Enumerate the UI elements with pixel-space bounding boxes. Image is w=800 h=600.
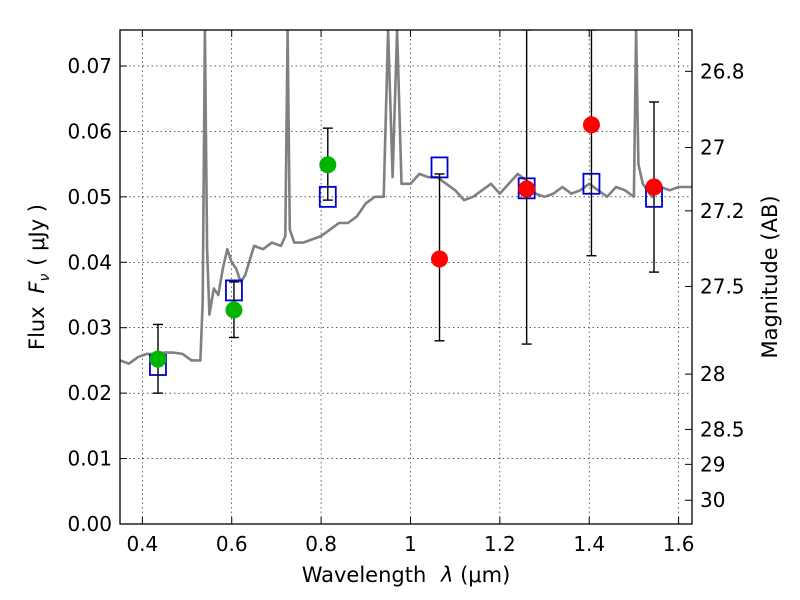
y-tick-label: 0.06 <box>67 119 112 143</box>
x-tick-label: 1.6 <box>663 532 695 556</box>
y2-tick-label: 29 <box>700 452 725 476</box>
y-tick-label: 0.01 <box>67 447 112 471</box>
y-tick-label: 0.05 <box>67 185 112 209</box>
y2-tick-label: 27.2 <box>700 199 745 223</box>
x-axis: 0.4 0.6 0.8 1 1.2 1.4 1.6 <box>126 30 695 556</box>
points-layer <box>149 30 663 394</box>
x-tick-label: 0.4 <box>126 532 158 556</box>
spectrum-layer <box>120 30 692 365</box>
data-point <box>645 178 663 196</box>
data-point <box>225 301 243 319</box>
y2-tick-label: 28.5 <box>700 417 745 441</box>
data-point <box>431 250 449 268</box>
plot-frame <box>119 29 693 525</box>
data-point <box>319 156 337 174</box>
data-point <box>582 116 600 134</box>
x-axis-label: Wavelength λ (μm) <box>302 563 511 587</box>
x-tick-label: 1.4 <box>573 532 605 556</box>
data-point <box>518 180 536 198</box>
y2-tick-label: 30 <box>700 488 725 512</box>
y2-axis: 26.8 27 27.2 27.5 28 28.5 29 30 <box>685 59 745 512</box>
y2-tick-label: 26.8 <box>700 59 745 83</box>
grid-lines <box>120 30 692 524</box>
y2-axis-label: Magnitude (AB) <box>758 195 782 358</box>
y-axis: 0.00 0.01 0.02 0.03 0.04 0.05 0.06 0.07 <box>67 54 127 536</box>
data-point <box>149 350 167 368</box>
y-tick-label: 0.04 <box>67 250 112 274</box>
x-tick-label: 1.2 <box>484 532 516 556</box>
y-tick-label: 0.00 <box>67 512 112 536</box>
y2-tick-label: 28 <box>700 362 725 386</box>
y-tick-label: 0.02 <box>67 381 112 405</box>
x-tick-label: 0.6 <box>216 532 248 556</box>
y2-tick-label: 27.5 <box>700 274 745 298</box>
y2-tick-label: 27 <box>700 135 725 159</box>
y-tick-label: 0.03 <box>67 316 112 340</box>
spectrum-line <box>120 30 692 365</box>
x-tick-label: 1 <box>404 532 417 556</box>
y-axis-label: Flux Fν( μJy ) <box>25 204 53 350</box>
x-tick-label: 0.8 <box>305 532 337 556</box>
y-tick-label: 0.07 <box>67 54 112 78</box>
